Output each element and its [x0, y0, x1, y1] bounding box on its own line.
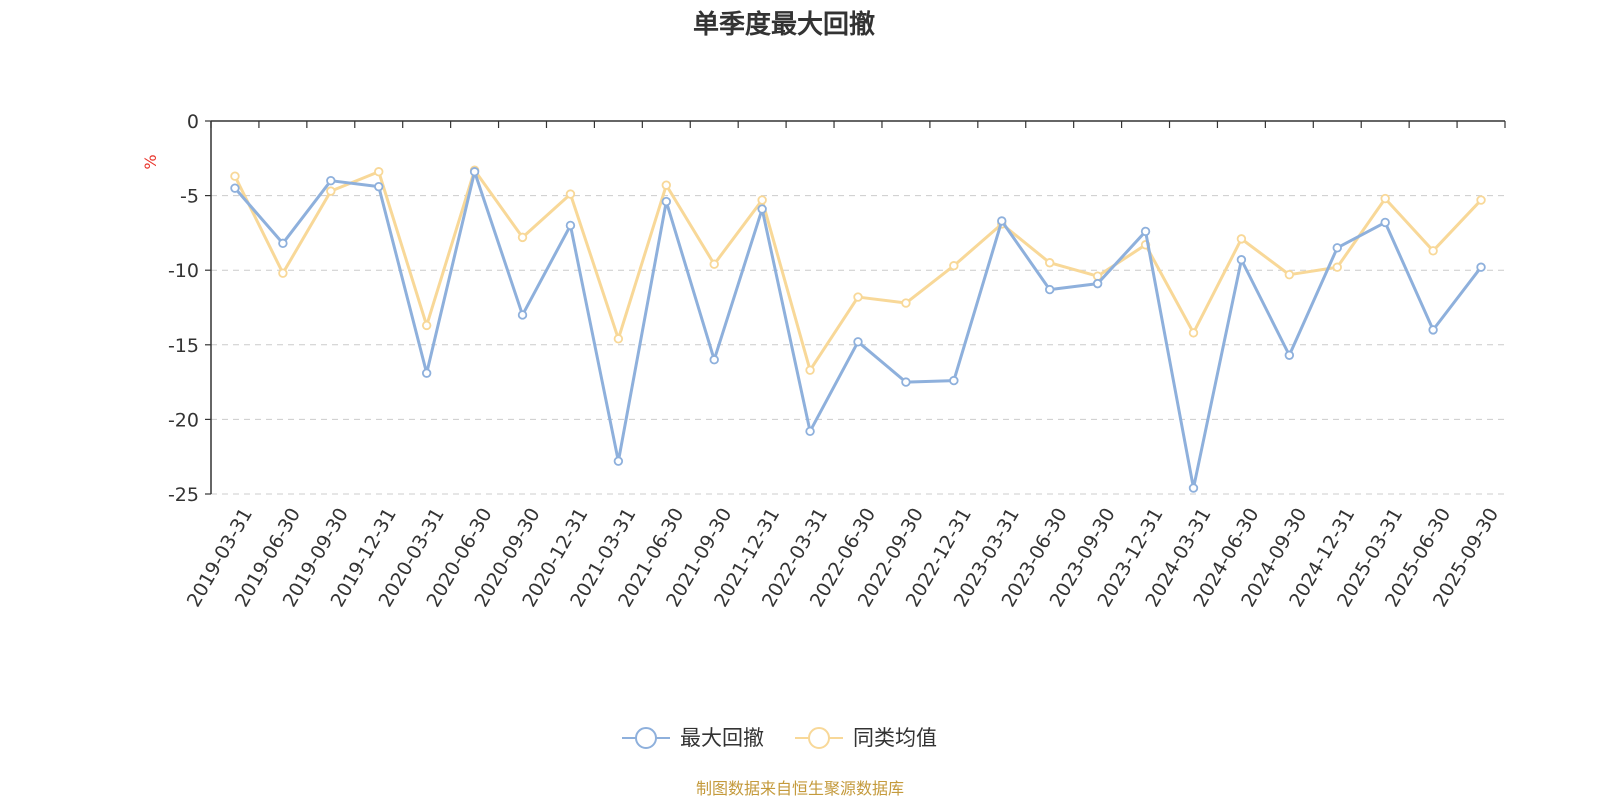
data-point[interactable] [949, 261, 959, 271]
data-point[interactable] [757, 195, 767, 205]
data-point[interactable] [1236, 255, 1247, 265]
data-point[interactable] [1476, 195, 1486, 205]
y-unit-label: % [141, 154, 160, 169]
series-max-drawdown [230, 167, 1486, 493]
data-point[interactable] [421, 368, 432, 378]
data-point[interactable] [949, 375, 959, 386]
data-point[interactable] [565, 220, 576, 231]
series-group [230, 165, 1486, 493]
data-point[interactable] [1428, 246, 1438, 256]
data-point[interactable] [1284, 350, 1295, 360]
legend-label: 最大回撤 [680, 726, 764, 750]
y-tick-label: -10 [168, 260, 199, 282]
data-point[interactable] [1332, 243, 1342, 253]
data-point[interactable] [1045, 284, 1055, 295]
data-point[interactable] [517, 232, 528, 243]
y-tick-labels: 0 -5 -10 -15 -20 -25 [168, 111, 199, 506]
data-point[interactable] [661, 196, 671, 207]
legend-marker-icon [635, 727, 657, 749]
y-tick-label: -15 [168, 335, 199, 357]
legend-label: 同类均值 [853, 726, 937, 750]
y-tick-label: -20 [168, 409, 199, 431]
data-point[interactable] [901, 377, 911, 387]
data-point[interactable] [1284, 269, 1295, 280]
data-point[interactable] [278, 238, 288, 249]
y-tick-label: -25 [168, 484, 199, 506]
data-point[interactable] [1045, 258, 1055, 268]
data-point[interactable] [853, 337, 863, 347]
data-point[interactable] [1092, 278, 1103, 289]
data-point[interactable] [709, 355, 719, 365]
data-point[interactable] [1380, 217, 1390, 228]
data-point[interactable] [805, 365, 815, 375]
chart-title: 单季度最大回撤 [693, 9, 875, 40]
data-point[interactable] [1332, 262, 1342, 272]
data-point[interactable] [661, 180, 671, 190]
data-point[interactable] [901, 298, 911, 308]
legend-marker-icon [808, 727, 830, 749]
y-tick-label: 0 [187, 111, 199, 133]
data-point[interactable] [278, 268, 288, 278]
data-point[interactable] [853, 292, 863, 302]
data-point[interactable] [517, 310, 528, 320]
data-point[interactable] [613, 456, 624, 466]
data-point[interactable] [1428, 325, 1438, 335]
axes [205, 120, 1506, 495]
data-point[interactable] [757, 204, 767, 214]
data-point[interactable] [1188, 328, 1199, 338]
data-point[interactable] [326, 175, 336, 186]
legend-item[interactable]: 最大回撤 [622, 726, 764, 750]
data-point[interactable] [230, 171, 240, 181]
legend[interactable]: 最大回撤 同类均值 [622, 726, 937, 750]
data-point[interactable] [1476, 262, 1486, 272]
data-point[interactable] [230, 183, 240, 193]
x-tick-labels: 2019-03-312019-06-302019-09-302019-12-31… [183, 504, 1503, 611]
data-point[interactable] [613, 334, 624, 344]
source-note: 制图数据来自恒生聚源数据库 [696, 779, 904, 798]
series-peer-average [230, 165, 1486, 375]
legend-item[interactable]: 同类均值 [795, 726, 937, 750]
data-point[interactable] [805, 426, 815, 437]
data-point[interactable] [374, 167, 384, 177]
data-point[interactable] [421, 320, 432, 331]
data-point[interactable] [1380, 193, 1390, 204]
data-point[interactable] [1140, 226, 1151, 237]
data-point[interactable] [469, 167, 480, 177]
series-line [233, 170, 1483, 490]
data-point[interactable] [326, 186, 336, 196]
data-point[interactable] [709, 259, 719, 269]
data-point[interactable] [1188, 483, 1199, 493]
data-point[interactable] [374, 181, 384, 192]
data-point[interactable] [565, 189, 576, 199]
data-point[interactable] [997, 216, 1007, 226]
data-point[interactable] [1236, 234, 1247, 244]
y-tick-label: -5 [180, 186, 199, 208]
